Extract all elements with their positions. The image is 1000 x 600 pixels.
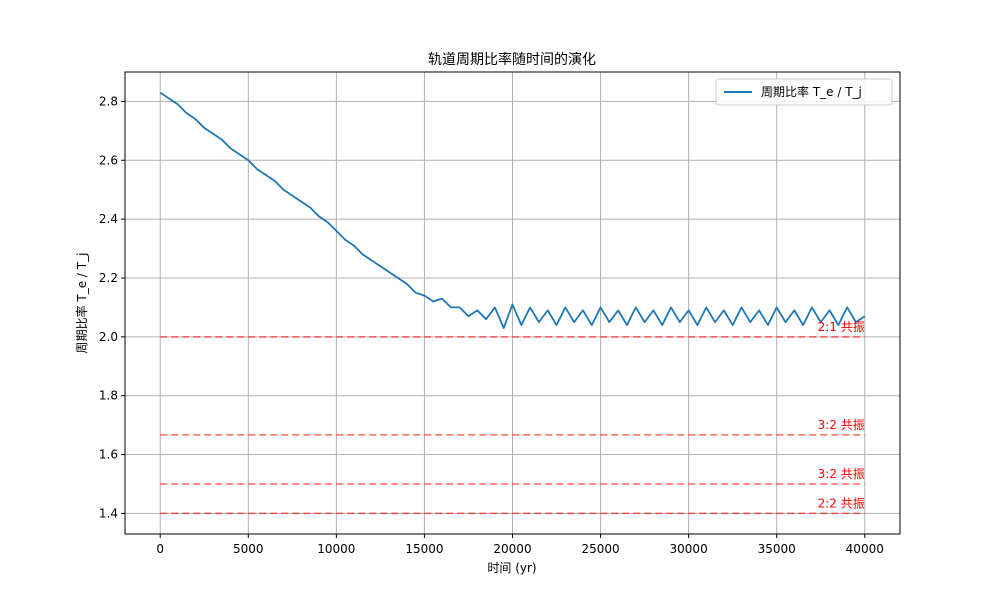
y-tick-label: 2.0: [99, 330, 118, 344]
y-tick-label: 2.2: [99, 271, 118, 285]
y-tick-label: 1.4: [99, 506, 118, 520]
x-axis-label: 时间 (yr): [487, 561, 536, 575]
x-tick-label: 30000: [670, 542, 708, 556]
legend-box: [715, 78, 893, 106]
x-tick-label: 0: [156, 542, 164, 556]
y-tick-label: 1.6: [99, 448, 118, 462]
legend-series-label: 周期比率 T_e / T_j: [761, 84, 862, 99]
x-tick-label: 15000: [405, 542, 443, 556]
series-line: [159, 91, 866, 329]
x-tick-label: 40000: [846, 542, 884, 556]
series-layer: [159, 91, 866, 329]
x-tick-label: 35000: [758, 542, 796, 556]
x-tick-label: 5000: [233, 542, 264, 556]
reference-lines-layer: [160, 336, 865, 515]
x-tick-label: 20000: [493, 542, 531, 556]
y-tick-label: 2.4: [99, 212, 118, 226]
reference-labels-layer: 2:1 共振 3:2 共振 3:2 共振 2:2 共振: [818, 320, 865, 511]
resonance-label: 3:2 共振: [818, 418, 865, 432]
ticks-layer: 0 5000 10000 15000 20000 25000 30000 35000 40000…: [99, 94, 884, 556]
y-tick-label: 2.8: [99, 94, 118, 108]
resonance-label: 2:1 共振: [818, 320, 865, 334]
resonance-label: 2:2 共振: [818, 496, 865, 510]
x-tick-label: 25000: [581, 542, 619, 556]
resonance-label: 3:2 共振: [818, 467, 865, 481]
y-tick-label: 2.6: [99, 153, 118, 167]
y-axis-label: 周期比率 T_e / T_j: [74, 253, 89, 354]
chart-title: 轨道周期比率随时间的演化: [428, 51, 596, 68]
y-tick-label: 1.8: [99, 389, 118, 403]
x-tick-label: 10000: [317, 542, 355, 556]
legend: 周期比率 T_e / T_j: [715, 78, 893, 106]
